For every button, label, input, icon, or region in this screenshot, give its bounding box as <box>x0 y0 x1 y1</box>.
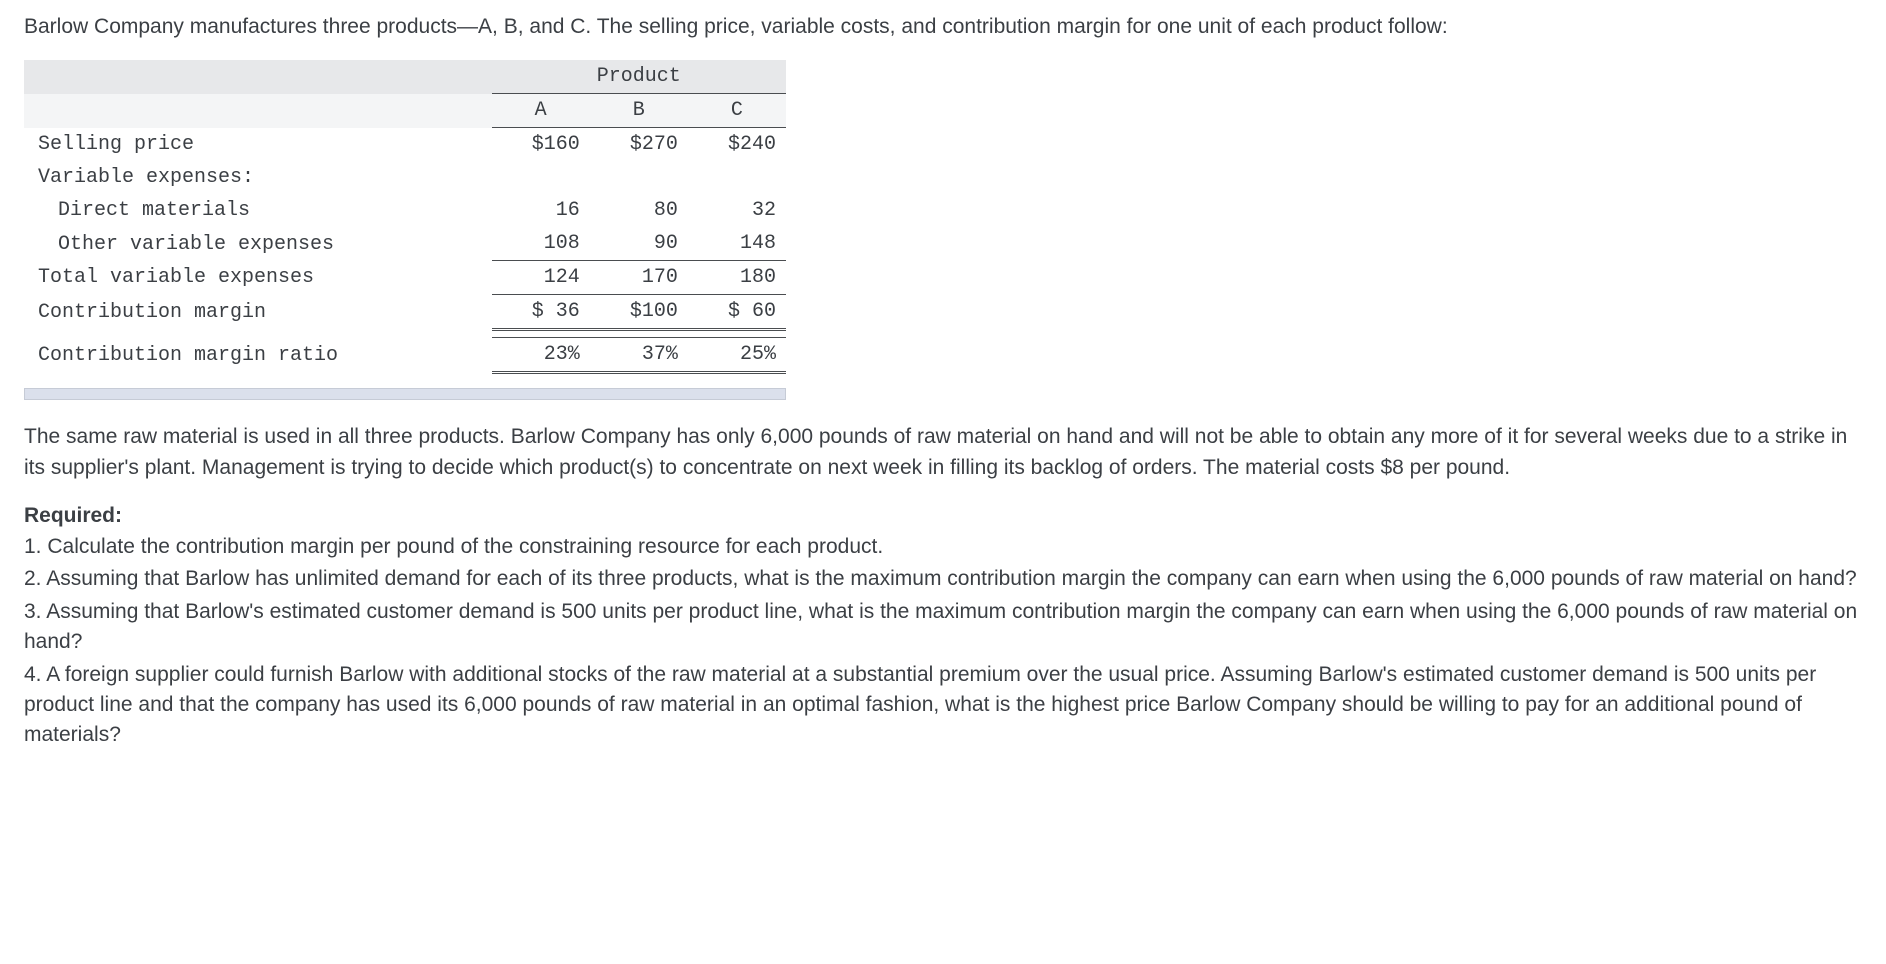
cell-blank <box>590 161 688 194</box>
col-header-c: C <box>688 94 786 128</box>
required-section: Required: 1. Calculate the contribution … <box>24 501 1862 751</box>
cell-blank <box>492 161 590 194</box>
cell-c-direct-materials: 32 <box>688 194 786 227</box>
row-label-total-var: Total variable expenses <box>24 261 492 295</box>
cell-c-other-var: 148 <box>688 227 786 261</box>
row-label-cm: Contribution margin <box>24 295 492 330</box>
cell-b-direct-materials: 80 <box>590 194 688 227</box>
cell-a-direct-materials: 16 <box>492 194 590 227</box>
cell-b-cm-ratio: 37% <box>590 338 688 373</box>
row-label-cm-ratio: Contribution margin ratio <box>24 338 492 373</box>
row-label-direct-materials: Direct materials <box>24 194 492 227</box>
table-footer-bar <box>24 388 786 400</box>
requirement-item: 3. Assuming that Barlow's estimated cust… <box>24 597 1862 658</box>
table-group-header: Product <box>492 60 786 94</box>
required-label: Required: <box>24 504 122 527</box>
cell-a-selling-price: $160 <box>492 128 590 162</box>
cell-a-total-var: 124 <box>492 261 590 295</box>
mid-paragraph: The same raw material is used in all thr… <box>24 422 1862 483</box>
cell-b-cm: $100 <box>590 295 688 330</box>
row-label-variable-expenses: Variable expenses: <box>24 161 492 194</box>
cell-a-cm-ratio: 23% <box>492 338 590 373</box>
table-corner-blank-2 <box>24 94 492 128</box>
col-header-b: B <box>590 94 688 128</box>
cell-blank <box>688 161 786 194</box>
product-data-table: Product A B C Selling price $160 $270 $2… <box>24 60 786 400</box>
cell-c-selling-price: $240 <box>688 128 786 162</box>
cell-c-cm: $ 60 <box>688 295 786 330</box>
row-label-other-var: Other variable expenses <box>24 227 492 261</box>
cell-c-total-var: 180 <box>688 261 786 295</box>
cell-b-total-var: 170 <box>590 261 688 295</box>
requirement-item: 2. Assuming that Barlow has unlimited de… <box>24 564 1862 594</box>
requirement-item: 4. A foreign supplier could furnish Barl… <box>24 660 1862 751</box>
cell-b-other-var: 90 <box>590 227 688 261</box>
row-label-selling-price: Selling price <box>24 128 492 162</box>
requirement-item: 1. Calculate the contribution margin per… <box>24 532 1862 562</box>
cell-a-cm: $ 36 <box>492 295 590 330</box>
cell-c-cm-ratio: 25% <box>688 338 786 373</box>
col-header-a: A <box>492 94 590 128</box>
cell-b-selling-price: $270 <box>590 128 688 162</box>
intro-paragraph: Barlow Company manufactures three produc… <box>24 12 1862 42</box>
cell-a-other-var: 108 <box>492 227 590 261</box>
table-corner-blank <box>24 60 492 94</box>
